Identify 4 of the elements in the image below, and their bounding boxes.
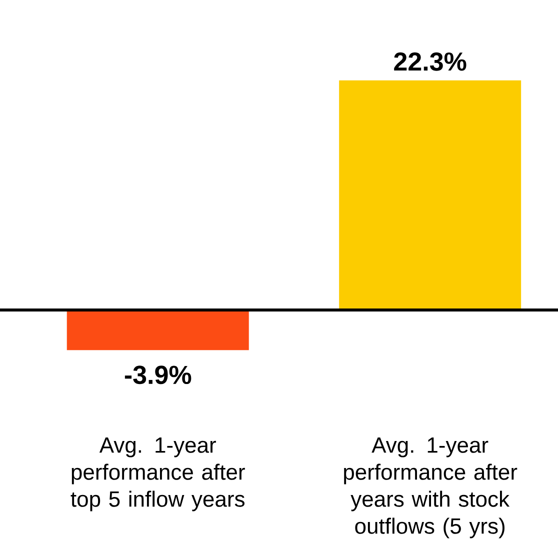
data-label: -3.9% — [124, 366, 192, 384]
x-tick-label: Avg. 1-year performance after years with stock outflows (5 yrs) — [344, 438, 518, 538]
data-label: 22.3% — [394, 52, 466, 71]
x-tick-label: Avg. 1-year performance after top 5 inflow years — [70, 438, 245, 512]
